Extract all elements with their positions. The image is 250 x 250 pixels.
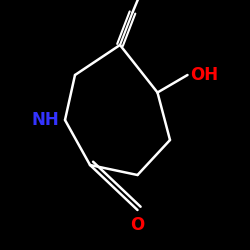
Text: NH: NH [31, 111, 59, 129]
Text: O: O [130, 216, 144, 234]
Text: OH: OH [190, 66, 218, 84]
